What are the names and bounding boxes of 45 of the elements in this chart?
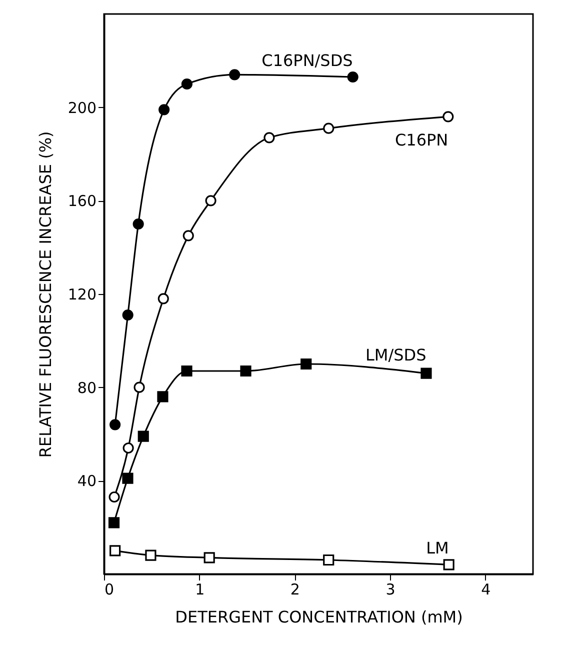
point (108, 491, 120, 503)
point (145, 550, 156, 561)
point (323, 554, 334, 566)
point (205, 195, 216, 206)
x-tick-label: 0 (104, 580, 114, 598)
point (300, 358, 312, 370)
point (132, 218, 144, 230)
point (181, 365, 192, 377)
point (443, 559, 454, 570)
x-tick-label: 3 (386, 580, 396, 598)
point (122, 442, 134, 454)
point (420, 368, 432, 379)
point (204, 552, 215, 564)
point (181, 78, 192, 90)
x-tick-label: 1 (195, 580, 205, 598)
series-label: LM (426, 538, 449, 558)
point (110, 419, 121, 430)
point (323, 122, 334, 134)
y-axis-title: RELATIVE FLUORESCENCE INCREASE (%) (36, 131, 55, 458)
point (157, 391, 168, 402)
series-label: C16PN (394, 130, 448, 150)
y-tick-label: 160 (68, 192, 96, 210)
x-tick-label: 2 (290, 580, 300, 598)
series-label: C16PN/SDS (262, 51, 353, 70)
point (134, 382, 145, 393)
point (347, 71, 358, 83)
point (442, 111, 454, 122)
y-tick-label: 80 (77, 378, 96, 397)
point (138, 430, 149, 442)
series-label: LM/SDS (365, 345, 426, 364)
x-tick-label: 4 (481, 580, 491, 598)
point (108, 517, 120, 528)
y-tick-label: 40 (77, 472, 96, 490)
point (229, 69, 240, 80)
point (182, 230, 194, 242)
x-axis-title: DETERGENT CONCENTRATION (mM) (175, 608, 463, 626)
point (158, 293, 169, 304)
point (240, 365, 252, 377)
y-tick-label: 200 (68, 98, 96, 117)
point (122, 309, 134, 321)
point (158, 104, 170, 116)
point (264, 132, 275, 144)
y-tick-label: 120 (68, 286, 96, 304)
point (110, 545, 121, 556)
point (122, 472, 134, 484)
